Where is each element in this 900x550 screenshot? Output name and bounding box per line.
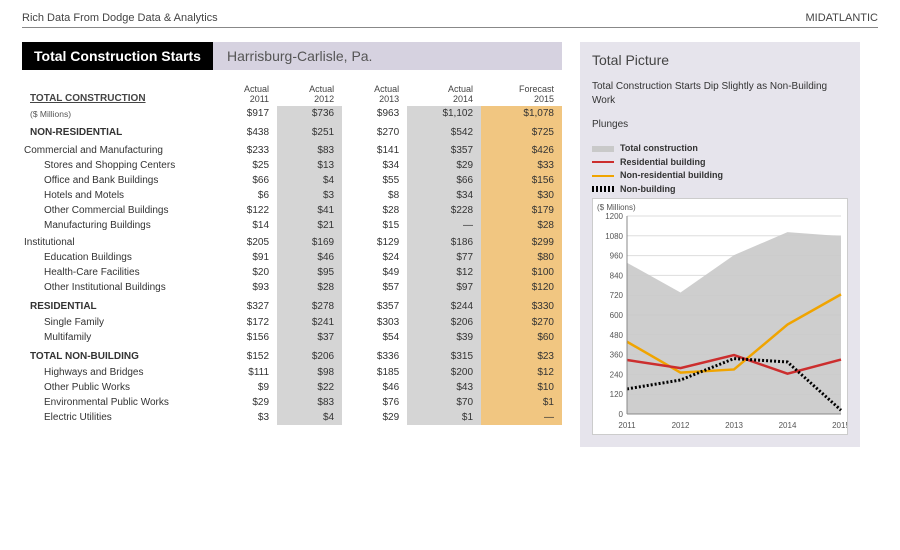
column-header-row: TOTAL CONSTRUCTION Actual2011 Actual2012… bbox=[22, 82, 562, 106]
table-panel: Total Construction Starts Harrisburg-Car… bbox=[22, 42, 562, 447]
svg-text:360: 360 bbox=[610, 351, 624, 360]
side-title: Total Picture bbox=[592, 52, 848, 68]
top-left: Rich Data From Dodge Data & Analytics bbox=[22, 12, 218, 24]
table-row: Other Public Works$9$22$46$43$10 bbox=[22, 380, 562, 395]
chart-container: ($ Millions) 0 120 240 360 480 600 720 840 960 10… bbox=[592, 198, 848, 435]
swatch-nonres bbox=[592, 175, 614, 177]
svg-text:600: 600 bbox=[610, 311, 624, 320]
svg-text:2011: 2011 bbox=[618, 421, 636, 430]
table-row: NON-RESIDENTIAL$438$251$270$542$725 bbox=[22, 121, 562, 141]
table-row: Highways and Bridges$111$98$185$200$12 bbox=[22, 365, 562, 380]
swatch-nonbld bbox=[592, 186, 614, 192]
svg-text:840: 840 bbox=[610, 271, 624, 280]
svg-text:960: 960 bbox=[610, 252, 624, 261]
table-row: Stores and Shopping Centers$25$13$34$29$… bbox=[22, 158, 562, 173]
side-blurb-1: Total Construction Starts Dip Slightly a… bbox=[592, 80, 848, 108]
table-row: Hotels and Motels$6$3$8$34$30 bbox=[22, 188, 562, 203]
table-row: Health-Care Facilities$20$95$49$12$100 bbox=[22, 265, 562, 280]
swatch-total bbox=[592, 146, 614, 152]
title-main: Total Construction Starts bbox=[22, 42, 213, 70]
table-row: Other Commercial Buildings$122$41$28$228… bbox=[22, 203, 562, 218]
title-sub: Harrisburg-Carlisle, Pa. bbox=[213, 48, 372, 64]
top-right: MIDATLANTIC bbox=[805, 12, 878, 24]
table-row: Single Family$172$241$303$206$270 bbox=[22, 315, 562, 330]
svg-text:240: 240 bbox=[610, 370, 624, 379]
svg-text:720: 720 bbox=[610, 291, 624, 300]
table-row: TOTAL NON-BUILDING$152$206$336$315$23 bbox=[22, 345, 562, 365]
svg-text:1080: 1080 bbox=[605, 232, 623, 241]
svg-text:120: 120 bbox=[610, 390, 624, 399]
table-row: Office and Bank Buildings$66$4$55$66$156 bbox=[22, 173, 562, 188]
table-row: Environmental Public Works$29$83$76$70$1 bbox=[22, 395, 562, 410]
swatch-res bbox=[592, 161, 614, 163]
table-row: Education Buildings$91$46$24$77$80 bbox=[22, 250, 562, 265]
line-chart: 0 120 240 360 480 600 720 840 960 1080 1200 2011 201… bbox=[595, 212, 847, 432]
table-row: Commercial and Manufacturing$233$83$141$… bbox=[22, 141, 562, 158]
svg-text:480: 480 bbox=[610, 331, 624, 340]
table-row: RESIDENTIAL$327$278$357$244$330 bbox=[22, 295, 562, 315]
side-blurb-2: Plunges bbox=[592, 118, 848, 132]
svg-text:1200: 1200 bbox=[605, 212, 623, 221]
data-table: TOTAL CONSTRUCTION Actual2011 Actual2012… bbox=[22, 82, 562, 425]
table-header-label: TOTAL CONSTRUCTION bbox=[22, 82, 212, 106]
table-row: ($ Millions)$917$736$963$1,102$1,078 bbox=[22, 106, 562, 121]
table-row: Multifamily$156$37$54$39$60 bbox=[22, 330, 562, 345]
svg-text:2012: 2012 bbox=[672, 421, 690, 430]
table-row: Manufacturing Buildings$14$21$15—$28 bbox=[22, 218, 562, 233]
table-row: Institutional$205$169$129$186$299 bbox=[22, 233, 562, 250]
side-panel: Total Picture Total Construction Starts … bbox=[580, 42, 860, 447]
title-row: Total Construction Starts Harrisburg-Car… bbox=[22, 42, 562, 70]
table-row: Electric Utilities$3$4$29$1— bbox=[22, 410, 562, 425]
svg-text:2014: 2014 bbox=[779, 421, 797, 430]
chart-ylabel: ($ Millions) bbox=[595, 203, 845, 212]
table-row: Other Institutional Buildings$93$28$57$9… bbox=[22, 280, 562, 295]
top-bar: Rich Data From Dodge Data & Analytics MI… bbox=[22, 12, 878, 28]
svg-text:0: 0 bbox=[619, 410, 624, 419]
svg-text:2015: 2015 bbox=[832, 421, 847, 430]
svg-text:2013: 2013 bbox=[725, 421, 743, 430]
chart-legend: Total construction Residential building … bbox=[592, 142, 848, 196]
